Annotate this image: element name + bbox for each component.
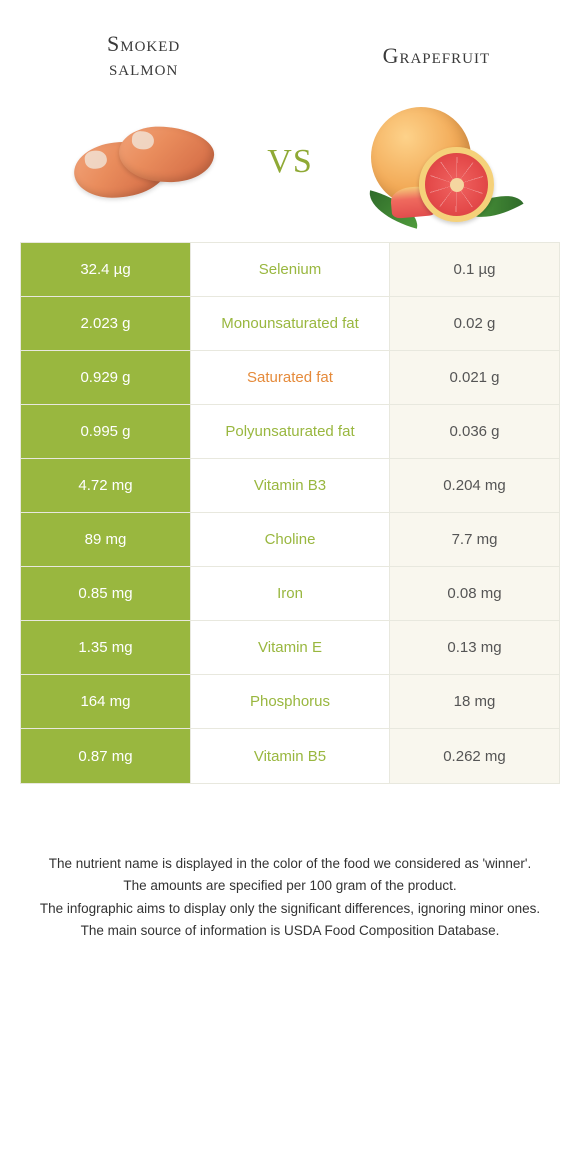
nutrient-name-cell: Vitamin B5 xyxy=(191,729,389,783)
left-value-cell: 4.72 mg xyxy=(21,459,191,512)
table-row: 32.4 µgSelenium0.1 µg xyxy=(21,243,559,297)
right-food-column: Grapefruit xyxy=(313,30,560,222)
left-value-cell: 0.87 mg xyxy=(21,729,191,783)
right-value-cell: 0.08 mg xyxy=(389,567,559,620)
left-value-cell: 164 mg xyxy=(21,675,191,728)
left-value-cell: 2.023 g xyxy=(21,297,191,350)
right-food-title: Grapefruit xyxy=(383,30,491,82)
left-food-column: Smokedsalmon xyxy=(20,30,267,222)
comparison-header: Smokedsalmon vs Grapefruit xyxy=(20,30,560,222)
left-value-cell: 0.995 g xyxy=(21,405,191,458)
nutrient-name-cell: Phosphorus xyxy=(191,675,389,728)
nutrient-name-cell: Vitamin E xyxy=(191,621,389,674)
nutrient-name-cell: Monounsaturated fat xyxy=(191,297,389,350)
table-row: 1.35 mgVitamin E0.13 mg xyxy=(21,621,559,675)
footer-line: The infographic aims to display only the… xyxy=(30,899,550,919)
footer-line: The nutrient name is displayed in the co… xyxy=(30,854,550,874)
table-row: 4.72 mgVitamin B30.204 mg xyxy=(21,459,559,513)
footer-notes: The nutrient name is displayed in the co… xyxy=(20,854,560,941)
right-value-cell: 0.1 µg xyxy=(389,243,559,296)
table-row: 0.995 gPolyunsaturated fat0.036 g xyxy=(21,405,559,459)
table-row: 89 mgCholine7.7 mg xyxy=(21,513,559,567)
left-value-cell: 89 mg xyxy=(21,513,191,566)
right-value-cell: 0.13 mg xyxy=(389,621,559,674)
footer-line: The amounts are specified per 100 gram o… xyxy=(30,876,550,896)
left-value-cell: 0.85 mg xyxy=(21,567,191,620)
right-value-cell: 0.021 g xyxy=(389,351,559,404)
vs-label: vs xyxy=(267,129,312,184)
table-row: 2.023 gMonounsaturated fat0.02 g xyxy=(21,297,559,351)
footer-line: The main source of information is USDA F… xyxy=(30,921,550,941)
grapefruit-image xyxy=(361,102,511,222)
table-row: 0.929 gSaturated fat0.021 g xyxy=(21,351,559,405)
table-row: 164 mgPhosphorus18 mg xyxy=(21,675,559,729)
nutrient-name-cell: Polyunsaturated fat xyxy=(191,405,389,458)
right-value-cell: 7.7 mg xyxy=(389,513,559,566)
nutrient-name-cell: Saturated fat xyxy=(191,351,389,404)
nutrient-name-cell: Choline xyxy=(191,513,389,566)
left-value-cell: 1.35 mg xyxy=(21,621,191,674)
nutrient-name-cell: Vitamin B3 xyxy=(191,459,389,512)
salmon-image xyxy=(69,102,219,222)
left-food-title: Smokedsalmon xyxy=(107,30,180,82)
right-value-cell: 0.262 mg xyxy=(389,729,559,783)
nutrient-name-cell: Selenium xyxy=(191,243,389,296)
right-value-cell: 0.204 mg xyxy=(389,459,559,512)
nutrient-comparison-table: 32.4 µgSelenium0.1 µg2.023 gMonounsatura… xyxy=(20,242,560,784)
nutrient-name-cell: Iron xyxy=(191,567,389,620)
left-value-cell: 0.929 g xyxy=(21,351,191,404)
table-row: 0.85 mgIron0.08 mg xyxy=(21,567,559,621)
left-value-cell: 32.4 µg xyxy=(21,243,191,296)
right-value-cell: 0.036 g xyxy=(389,405,559,458)
table-row: 0.87 mgVitamin B50.262 mg xyxy=(21,729,559,783)
right-value-cell: 18 mg xyxy=(389,675,559,728)
right-value-cell: 0.02 g xyxy=(389,297,559,350)
